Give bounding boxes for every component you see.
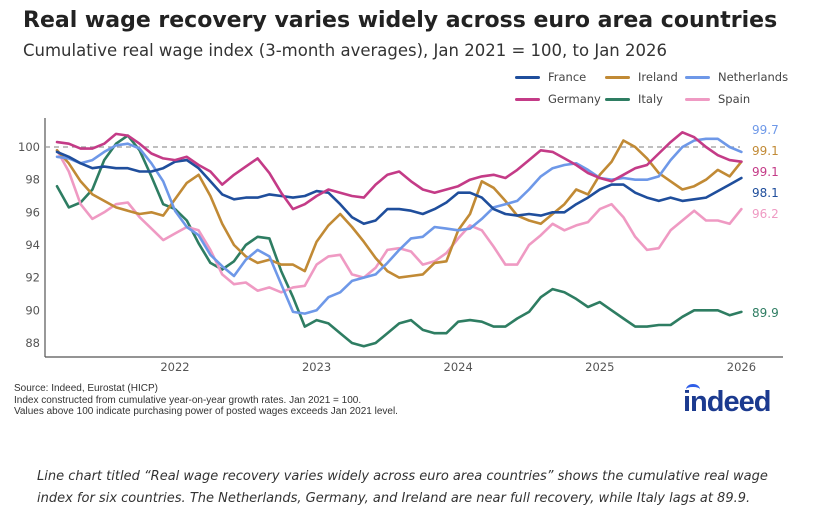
x-tick-label: 2022 <box>160 360 189 374</box>
legend-item-netherlands: Netherlands <box>685 70 788 84</box>
y-tick-label: 98 <box>25 173 40 187</box>
y-tick-label: 90 <box>25 303 40 317</box>
indeed-logo: indeed <box>683 384 771 418</box>
series-line-ireland <box>55 139 743 279</box>
chart-subtitle: Cumulative real wage index (3-month aver… <box>23 41 667 60</box>
interpretation-note: Values above 100 indicate purchasing pow… <box>14 406 398 417</box>
legend-label: Germany <box>548 92 601 106</box>
end-label-netherlands: 99.7 <box>752 123 779 137</box>
x-tick-label: 2024 <box>444 360 473 374</box>
legend-label: France <box>548 70 587 84</box>
legend-item-italy: Italy <box>605 92 663 106</box>
series-line-france <box>55 150 743 226</box>
legend-label: Italy <box>638 92 663 106</box>
end-label-spain: 96.2 <box>752 207 779 221</box>
series-line-germany <box>55 131 743 211</box>
end-label-italy: 89.9 <box>752 306 779 320</box>
method-note: Index constructed from cumulative year-o… <box>14 394 362 406</box>
legend-label: Netherlands <box>718 70 789 84</box>
series-line-netherlands <box>55 137 743 315</box>
end-label-germany: 99.1 <box>752 165 779 179</box>
legend-swatch <box>685 97 710 101</box>
end-label-ireland: 99.1 <box>752 144 779 158</box>
legend-item-france: France <box>515 70 586 84</box>
legend-label: Spain <box>718 92 751 106</box>
x-tick-label: 2023 <box>302 360 331 374</box>
legend-swatch <box>515 97 540 101</box>
y-tick-label: 100 <box>18 140 40 154</box>
x-tick-label: 2025 <box>585 360 614 374</box>
legend-item-germany: Germany <box>515 92 601 106</box>
series-line-italy <box>55 134 743 348</box>
legend-swatch <box>685 75 710 79</box>
end-label-france: 98.1 <box>752 186 779 200</box>
legend-item-spain: Spain <box>685 92 750 106</box>
y-tick-label: 88 <box>25 336 40 350</box>
legend-swatch <box>605 97 630 101</box>
legend-label: Ireland <box>638 70 678 84</box>
chart-notes: Source: Indeed, Eurostat (HICP) Index co… <box>14 383 398 418</box>
chart-title: Real wage recovery varies widely across … <box>23 8 778 33</box>
legend-item-ireland: Ireland <box>605 70 678 84</box>
legend-swatch <box>605 75 630 79</box>
chart-caption: Line chart titled “Real wage recovery va… <box>37 469 768 506</box>
legend-swatch <box>515 75 540 79</box>
y-tick-label: 94 <box>25 238 40 252</box>
y-tick-label: 92 <box>25 271 40 285</box>
y-tick-label: 96 <box>25 205 40 219</box>
line-chart: 88 90 92 94 96 98 100 2022 2023 2024 2025 2026 98.1 9… <box>18 118 783 374</box>
source-note: Source: Indeed, Eurostat (HICP) <box>14 383 158 394</box>
x-tick-label: 2026 <box>727 360 756 374</box>
